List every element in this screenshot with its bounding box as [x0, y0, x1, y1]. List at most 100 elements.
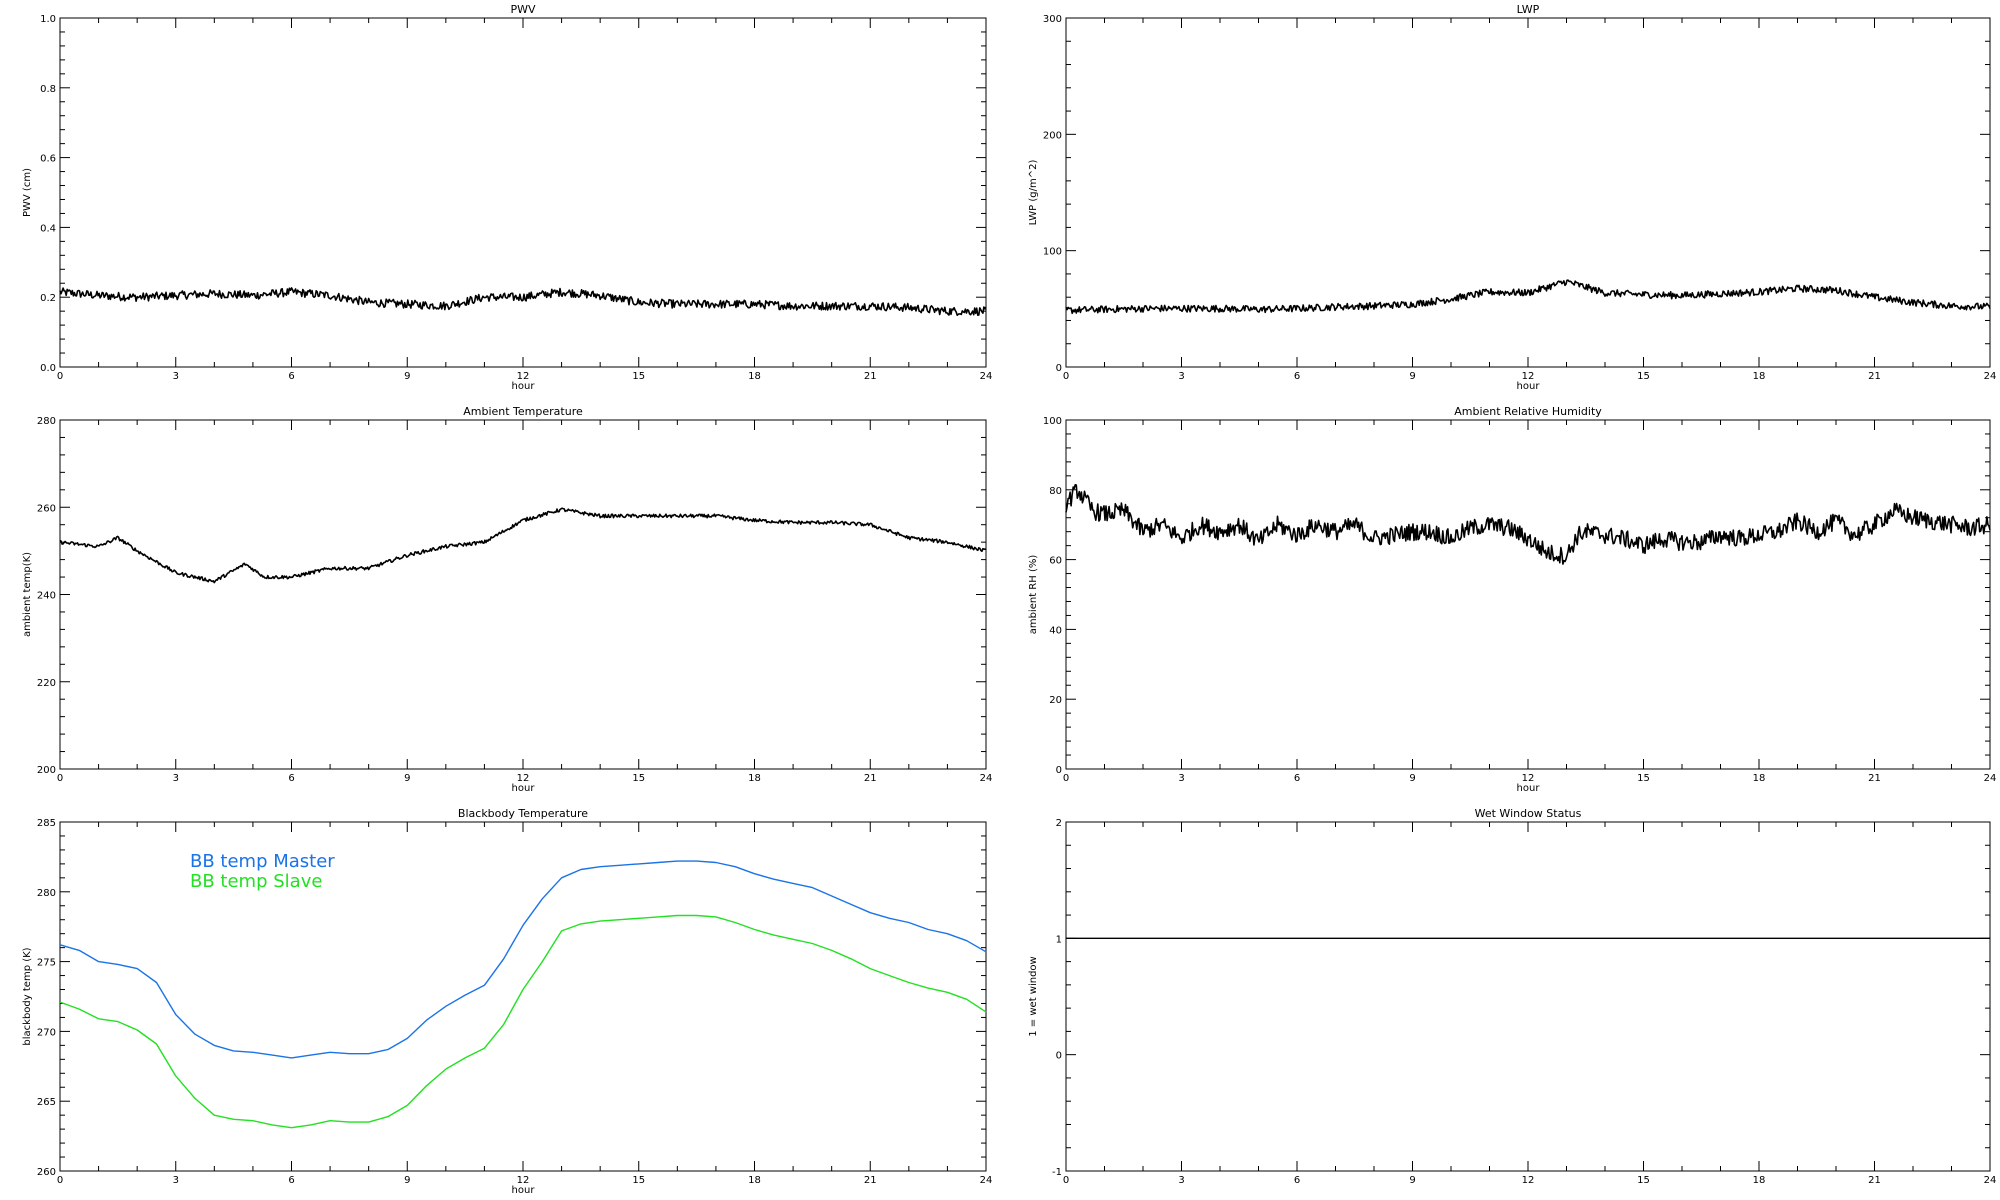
y-tick-label: 275 [37, 958, 56, 969]
y-tick-label: 100 [1043, 416, 1062, 427]
x-tick-label: 3 [173, 371, 179, 382]
chart-title: PWV [510, 3, 536, 16]
y-tick-label: 270 [37, 1027, 56, 1038]
x-tick-label: 6 [288, 773, 294, 784]
chart-panel-3: Ambient Temperature 0 3 6 9 12 15 18 21 24 200 220 2… [22, 405, 992, 794]
plot-frame [59, 17, 987, 368]
x-tick-label: 15 [632, 371, 645, 382]
x-tick-label: 9 [1409, 773, 1415, 784]
x-tick-label: 3 [1178, 371, 1184, 382]
x-tick-label: 24 [980, 773, 993, 784]
x-tick-label: 18 [1753, 371, 1766, 382]
series-line-1 [59, 507, 986, 584]
chart-title: Ambient Relative Humidity [1454, 405, 1602, 418]
chart-panel-5: Blackbody Temperature 0 3 6 9 12 15 18 21 24 260 26… [22, 807, 992, 1196]
chart-title: Ambient Temperature [463, 405, 583, 418]
x-tick-label: 9 [1409, 371, 1415, 382]
y-tick-label: 1 [1056, 934, 1062, 945]
x-tick-label: 18 [748, 371, 761, 382]
x-tick-label: 0 [57, 371, 63, 382]
x-tick-label: 24 [1984, 371, 1997, 382]
x-tick-label: 21 [1868, 1175, 1881, 1186]
y-tick-label: 220 [37, 678, 56, 689]
y-tick-label: 40 [1049, 625, 1062, 636]
x-tick-label: 21 [1868, 773, 1881, 784]
series-line-2 [59, 914, 987, 1129]
x-tick-label: 6 [288, 1175, 294, 1186]
y-tick-label: 300 [1043, 14, 1062, 25]
y-tick-label: 265 [37, 1097, 56, 1108]
x-tick-label: 6 [1294, 1175, 1300, 1186]
x-tick-label: 24 [1984, 1175, 1997, 1186]
y-axis-label: 1 = wet window [1028, 956, 1039, 1036]
y-tick-label: 1.0 [40, 14, 56, 25]
chart-panel-1: PWV 0 3 6 9 12 15 18 21 24 0.0 0.2 0.4 0.6 0.8 1.0 hour P… [22, 3, 992, 392]
plot-frame [1065, 17, 1991, 368]
chart-title: Blackbody Temperature [458, 807, 588, 820]
y-axis-label: ambient temp(K) [22, 552, 33, 637]
x-tick-label: 9 [404, 773, 410, 784]
plot-frame [59, 419, 987, 770]
x-tick-label: 12 [1522, 371, 1535, 382]
plot-frame [1065, 821, 1991, 1172]
legend-entry-1: BB temp Master [190, 851, 335, 872]
x-tick-label: 15 [1637, 773, 1650, 784]
x-tick-label: 18 [748, 773, 761, 784]
y-tick-label: 0 [1056, 1051, 1062, 1062]
y-axis-label: blackbody temp (K) [22, 947, 33, 1045]
x-tick-label: 3 [1178, 773, 1184, 784]
x-tick-label: 0 [57, 773, 63, 784]
x-axis-label: hour [1517, 783, 1541, 794]
x-axis-label: hour [512, 381, 536, 392]
x-tick-label: 24 [980, 371, 993, 382]
x-tick-label: 12 [1522, 1175, 1535, 1186]
x-tick-label: 6 [288, 371, 294, 382]
legend-entry-2: BB temp Slave [190, 871, 322, 892]
x-tick-label: 0 [1063, 371, 1069, 382]
x-axis-label: hour [512, 1185, 536, 1196]
y-tick-label: 260 [37, 503, 56, 514]
y-tick-label: 280 [37, 888, 56, 899]
x-tick-label: 3 [173, 773, 179, 784]
chart-panel-4: Ambient Relative Humidity 0 3 6 9 12 15 18 21 24 0… [1028, 405, 1996, 794]
series-line-1 [59, 287, 987, 317]
y-tick-label: 200 [1043, 130, 1062, 141]
x-tick-label: 12 [517, 1175, 530, 1186]
y-tick-label: 200 [37, 765, 56, 776]
y-tick-label: 260 [37, 1167, 56, 1178]
x-axis-label: hour [1517, 381, 1541, 392]
x-tick-label: 21 [864, 1175, 877, 1186]
x-tick-label: 24 [980, 1175, 993, 1186]
x-tick-label: 3 [1178, 1175, 1184, 1186]
x-tick-label: 21 [1868, 371, 1881, 382]
x-tick-label: 21 [864, 773, 877, 784]
y-tick-label: 0.8 [40, 84, 56, 95]
x-tick-label: 12 [517, 371, 530, 382]
x-tick-label: 15 [1637, 1175, 1650, 1186]
y-tick-label: 285 [37, 818, 56, 829]
x-tick-label: 18 [1753, 773, 1766, 784]
y-tick-label: 240 [37, 591, 56, 602]
x-tick-label: 9 [1409, 1175, 1415, 1186]
y-tick-label: 0 [1056, 363, 1062, 374]
y-tick-label: 60 [1049, 556, 1062, 567]
x-tick-label: 12 [1522, 773, 1535, 784]
x-tick-label: 0 [1063, 773, 1069, 784]
series-line-1 [1065, 279, 1991, 315]
x-tick-label: 21 [864, 371, 877, 382]
x-axis-label: hour [512, 783, 536, 794]
x-tick-label: 18 [1753, 1175, 1766, 1186]
x-tick-label: 0 [57, 1175, 63, 1186]
y-tick-label: 0.0 [40, 363, 56, 374]
plot-frame [1065, 419, 1991, 770]
y-tick-label: 80 [1049, 486, 1062, 497]
y-axis-label: ambient RH (%) [1028, 555, 1039, 635]
y-tick-label: 100 [1043, 247, 1062, 258]
y-tick-label: 0.4 [40, 223, 56, 234]
x-tick-label: 9 [404, 371, 410, 382]
chart-title: Wet Window Status [1475, 807, 1582, 820]
x-tick-label: 12 [517, 773, 530, 784]
x-tick-label: 6 [1294, 371, 1300, 382]
y-tick-label: 0.6 [40, 154, 56, 165]
